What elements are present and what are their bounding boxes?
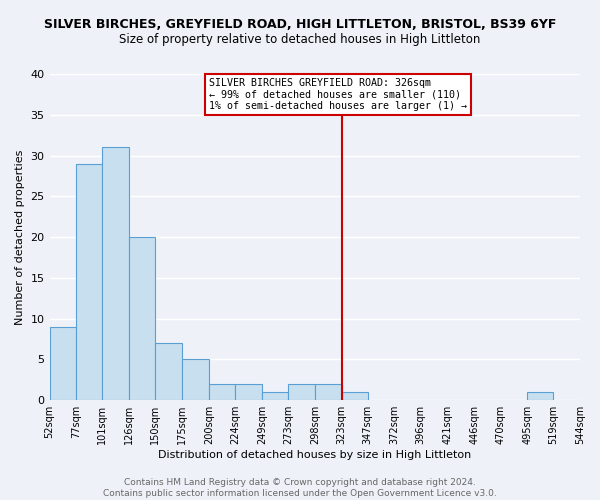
Bar [342, 392, 368, 400]
Bar [527, 392, 553, 400]
Text: SILVER BIRCHES, GREYFIELD ROAD, HIGH LITTLETON, BRISTOL, BS39 6YF: SILVER BIRCHES, GREYFIELD ROAD, HIGH LIT… [44, 18, 556, 30]
Bar [50, 327, 76, 400]
Bar [155, 343, 182, 400]
Bar [182, 360, 209, 400]
Bar [235, 384, 262, 400]
Bar [130, 237, 155, 400]
Bar [262, 392, 288, 400]
Bar [103, 148, 130, 400]
Text: Contains HM Land Registry data © Crown copyright and database right 2024.
Contai: Contains HM Land Registry data © Crown c… [103, 478, 497, 498]
Bar [288, 384, 315, 400]
Text: SILVER BIRCHES GREYFIELD ROAD: 326sqm
← 99% of detached houses are smaller (110): SILVER BIRCHES GREYFIELD ROAD: 326sqm ← … [209, 78, 467, 112]
Bar [209, 384, 235, 400]
Text: Size of property relative to detached houses in High Littleton: Size of property relative to detached ho… [119, 32, 481, 46]
Bar [315, 384, 342, 400]
Y-axis label: Number of detached properties: Number of detached properties [15, 150, 25, 325]
Bar [76, 164, 103, 400]
X-axis label: Distribution of detached houses by size in High Littleton: Distribution of detached houses by size … [158, 450, 472, 460]
